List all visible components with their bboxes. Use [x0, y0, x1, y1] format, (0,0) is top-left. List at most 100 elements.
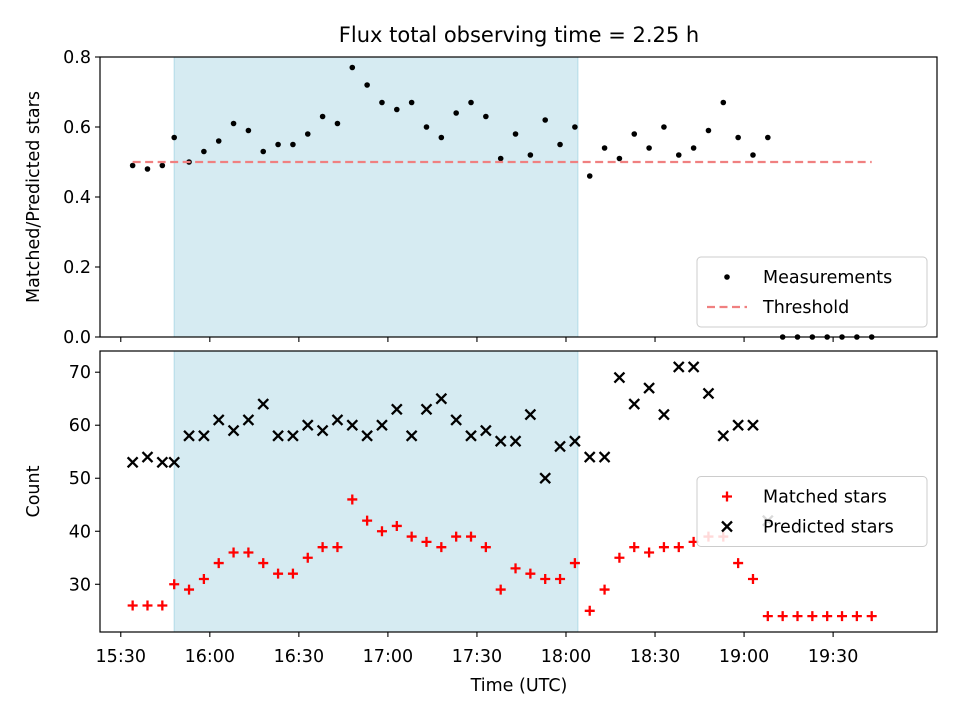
matched-star-point [391, 520, 402, 531]
matched-star-point [347, 494, 358, 505]
predicted-star-point [732, 419, 744, 432]
matched-star-point [184, 584, 195, 595]
predicted-star-point [316, 424, 329, 437]
measurement-point [129, 162, 136, 169]
predicted-star-point [702, 387, 715, 400]
y-tick-label: 50 [69, 469, 91, 489]
measurement-point [171, 134, 178, 141]
count-panel: 30 40 50 60 70 15:30 16:00 16:30 17:00 17:30 18:0… [24, 350, 938, 667]
matched-star-point [169, 579, 180, 590]
count-x-ticks: 15:30 16:00 16:30 17:00 17:30 18:00 18:30 19:00… [96, 632, 858, 667]
predicted-star-point [376, 419, 388, 432]
predicted-star-point [168, 456, 181, 469]
matched-star-point [569, 558, 580, 569]
x-tick-label: 17:00 [363, 647, 413, 667]
matched-star-point [273, 568, 284, 579]
measurement-point [260, 148, 267, 155]
matched-star-point [644, 547, 655, 558]
matched-star-point [362, 515, 373, 526]
predicted-star-point [212, 414, 225, 426]
measurement-point [304, 131, 311, 137]
measurement-point [720, 99, 727, 106]
matched-star-point [525, 568, 536, 579]
matched-star-point [540, 573, 551, 584]
ratio-x-ticks [120, 337, 834, 342]
matched-star-point [406, 531, 417, 542]
legend-box [696, 256, 928, 328]
predicted-star-point [331, 414, 344, 426]
matched-star-point [421, 536, 432, 547]
y-tick-label: 0.4 [63, 188, 91, 208]
predicted-star-point [183, 430, 195, 442]
x-tick-label: 18:30 [630, 647, 680, 667]
predicted-star-point [435, 392, 448, 405]
predicted-star-point [628, 398, 641, 410]
measurement-point [705, 127, 712, 134]
matched-star-point [866, 611, 877, 622]
measurement-point [750, 152, 756, 158]
predicted-star-point [390, 403, 403, 416]
count-axes-frame [99, 350, 938, 633]
y-tick-label: 0.2 [63, 258, 91, 278]
matched-star-point [851, 611, 862, 622]
matched-star-point [747, 573, 758, 584]
predicted-star-point [554, 440, 566, 453]
predicted-star-point [405, 430, 418, 442]
predicted-star-point [613, 371, 626, 384]
legend-predicted-handle [721, 520, 733, 533]
count-y-axis-label: Count [24, 465, 44, 517]
matched-star-point [451, 531, 462, 542]
measurement-point [438, 134, 445, 141]
x-tick-label: 19:30 [808, 647, 858, 667]
ratio-marks [129, 64, 875, 340]
matched-star-point [658, 542, 669, 553]
measurement-point [557, 141, 563, 148]
measurement-point [690, 145, 697, 151]
measurement-point [159, 162, 166, 169]
y-tick-label: 70 [69, 363, 91, 383]
matched-star-point [332, 542, 343, 553]
measurement-point [512, 131, 519, 137]
measurement-point [735, 134, 741, 141]
measurement-point [661, 124, 667, 130]
matched-star-point [228, 547, 239, 558]
matched-star-point [555, 573, 566, 584]
measurement-point [364, 82, 370, 88]
measurement-point [765, 134, 771, 141]
legend-matched-handle [722, 491, 732, 502]
legend-label: Threshold [762, 298, 849, 318]
matched-star-point [302, 552, 313, 563]
predicted-star-point [126, 456, 139, 469]
measurement-point [423, 124, 430, 130]
predicted-star-point [717, 430, 730, 442]
measurement-point [349, 64, 356, 71]
y-tick-label: 60 [69, 416, 91, 436]
ratio-y-ticks: 0.0 0.2 0.4 0.6 0.8 [63, 48, 100, 348]
y-tick-label: 0.0 [63, 328, 91, 348]
count-legend: Matched stars Predicted stars [696, 476, 928, 547]
predicted-star-point [687, 361, 700, 373]
measurement-point [586, 173, 593, 179]
measurement-point [497, 155, 504, 162]
observing-interval-shade [173, 350, 579, 633]
measurement-point [527, 152, 534, 158]
matched-star-point [127, 600, 138, 611]
measurement-point [275, 141, 281, 148]
matched-star-point [213, 558, 224, 569]
predicted-star-point [524, 408, 537, 421]
chart-title: Flux total observing time = 2.25 h [339, 23, 699, 47]
legend-label: Measurements [763, 268, 892, 288]
matched-star-point [198, 573, 209, 584]
legend-measurement-handle [724, 274, 730, 280]
measurement-point [542, 117, 549, 123]
predicted-star-point [141, 451, 154, 463]
matched-star-point [599, 584, 610, 595]
predicted-star-point [480, 424, 492, 437]
measurement-point [290, 141, 296, 148]
predicted-star-point [156, 456, 169, 469]
observing-interval-shade [173, 56, 579, 338]
predicted-star-point [242, 414, 255, 426]
measurement-point [230, 120, 237, 127]
predicted-star-point [598, 451, 611, 463]
